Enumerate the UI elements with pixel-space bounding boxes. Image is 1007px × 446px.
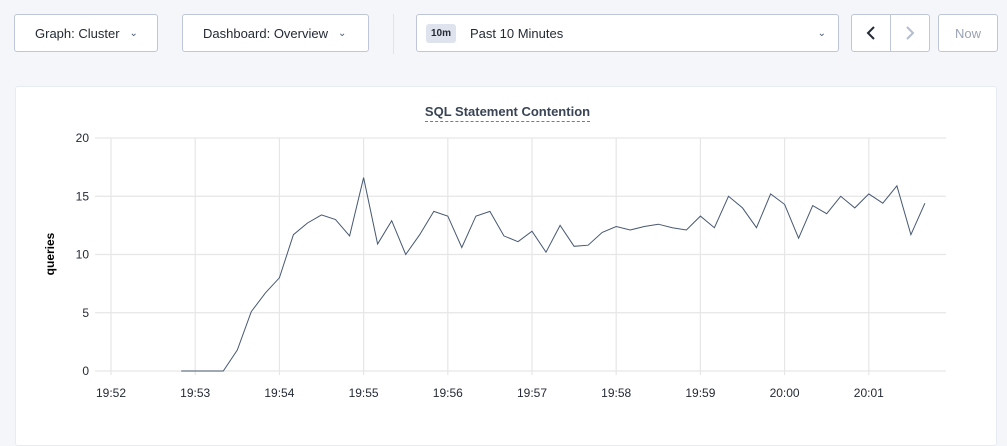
y-tick-label: 15 bbox=[76, 189, 90, 203]
y-axis-label: queries bbox=[43, 232, 57, 275]
dashboard-select-label: Dashboard: Overview bbox=[203, 25, 328, 41]
chevron-right-icon bbox=[906, 26, 915, 40]
chevron-down-icon: ⌄ bbox=[338, 27, 347, 39]
next-button[interactable] bbox=[891, 15, 929, 51]
y-tick-label: 0 bbox=[82, 364, 89, 378]
previous-button[interactable] bbox=[852, 15, 891, 51]
time-range-select[interactable]: 10m Past 10 Minutes ⌄ bbox=[416, 14, 839, 52]
chart-title[interactable]: SQL Statement Contention bbox=[0, 104, 1007, 122]
now-label: Now bbox=[954, 25, 981, 41]
y-tick-label: 10 bbox=[76, 248, 90, 262]
now-button[interactable]: Now bbox=[938, 14, 998, 52]
chevron-down-icon: ⌄ bbox=[817, 27, 826, 39]
line-chart: 0 5 10 15 20 19:52 19:53 19:54 19:55 19:56 19:57 19… bbox=[43, 131, 946, 400]
x-tick-label: 19:54 bbox=[264, 386, 294, 400]
chart-title-text: SQL Statement Contention bbox=[424, 104, 591, 122]
graph-select[interactable]: Graph: Cluster ⌄ bbox=[14, 14, 158, 52]
x-tick-label: 19:58 bbox=[601, 386, 631, 400]
y-tick-label: 20 bbox=[76, 131, 90, 145]
x-tick-label: 19:56 bbox=[433, 386, 463, 400]
chevron-left-icon bbox=[866, 26, 875, 40]
time-range-badge: 10m bbox=[426, 23, 457, 43]
x-tick-label: 19:57 bbox=[517, 386, 547, 400]
time-range-label: Past 10 Minutes bbox=[470, 25, 564, 41]
graph-select-label: Graph: Cluster bbox=[35, 25, 120, 41]
x-tick-label: 19:52 bbox=[96, 386, 126, 400]
y-tick-label: 5 bbox=[82, 306, 89, 320]
x-tick-label: 19:55 bbox=[349, 386, 379, 400]
x-tick-label: 19:53 bbox=[180, 386, 210, 400]
dashboard-select[interactable]: Dashboard: Overview ⌄ bbox=[182, 14, 369, 52]
time-nav-group bbox=[851, 14, 930, 52]
series-line bbox=[181, 177, 926, 372]
x-tick-label: 19:59 bbox=[685, 386, 715, 400]
x-tick-label: 20:01 bbox=[854, 386, 884, 400]
x-tick-label: 20:00 bbox=[770, 386, 800, 400]
chevron-down-icon: ⌄ bbox=[129, 27, 138, 39]
toolbar-divider bbox=[393, 14, 394, 54]
